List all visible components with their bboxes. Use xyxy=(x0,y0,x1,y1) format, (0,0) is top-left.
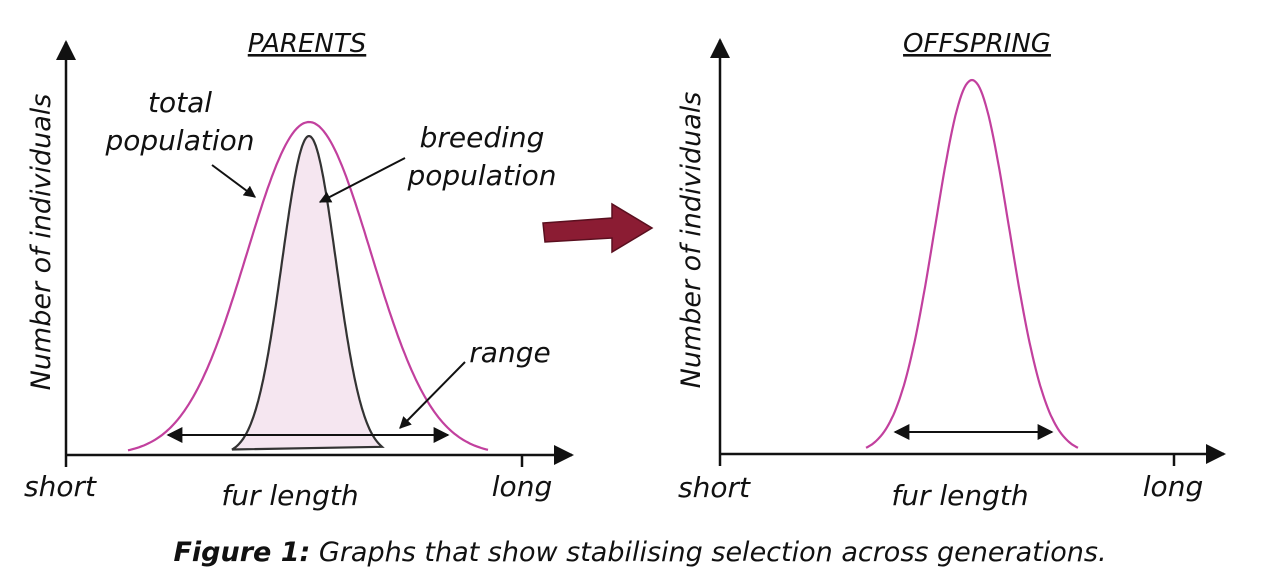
parents-x-axis-label: fur length xyxy=(221,479,358,512)
caption-prefix: Figure 1: xyxy=(173,537,310,568)
offspring-x-axis-label: fur length xyxy=(891,479,1028,512)
breeding-population-curve xyxy=(231,135,385,451)
caption-text: Graphs that show stabilising selection a… xyxy=(310,537,1106,568)
parents-y-axis-label: Number of individuals xyxy=(26,94,57,391)
total-population-label-line2: population xyxy=(105,124,255,157)
range-pointer xyxy=(399,361,466,429)
parents-graph: PARENTS total population breeding popula… xyxy=(24,29,574,512)
breeding-population-label-line1: breeding xyxy=(420,121,545,154)
parents-x-right-label: long xyxy=(492,470,552,503)
breeding-population-label-line2: population xyxy=(407,159,557,192)
offspring-y-axis-label: Number of individuals xyxy=(676,92,707,389)
parents-title: PARENTS xyxy=(248,29,367,59)
range-label: range xyxy=(469,336,550,369)
generation-arrow xyxy=(542,202,654,254)
offspring-graph: OFFSPRING short fur length long Number o… xyxy=(676,29,1226,512)
total-population-curve xyxy=(127,120,489,452)
breeding-population-pointer xyxy=(318,157,406,203)
offspring-x-left-label: short xyxy=(678,471,751,504)
offspring-title: OFFSPRING xyxy=(903,29,1051,59)
total-population-pointer xyxy=(211,164,256,198)
total-population-label-line1: total xyxy=(148,86,212,119)
offspring-population-curve xyxy=(865,78,1079,449)
offspring-x-right-label: long xyxy=(1143,470,1203,503)
parents-x-left-label: short xyxy=(24,470,97,503)
figure-caption: Figure 1: Graphs that show stabilising s… xyxy=(173,537,1106,568)
